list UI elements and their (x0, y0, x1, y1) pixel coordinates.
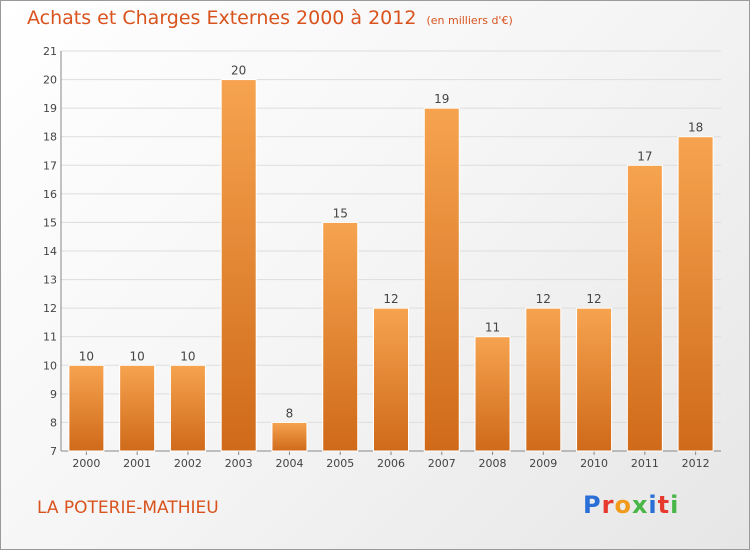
x-tick-label: 2010 (580, 457, 608, 470)
data-label: 10 (180, 349, 195, 363)
y-tick-label: 17 (43, 159, 57, 172)
data-label: 10 (79, 349, 94, 363)
data-label: 17 (637, 149, 652, 163)
chart-title-text: Achats et Charges Externes 2000 à 2012 (27, 7, 417, 29)
x-tick-label: 2007 (428, 457, 456, 470)
x-tick-label: 2009 (529, 457, 557, 470)
chart-title: Achats et Charges Externes 2000 à 2012 (e… (27, 7, 513, 29)
x-tick-label: 2001 (123, 457, 151, 470)
data-labels: 10 10 10 20 8 15 12 19 11 12 12 17 18 (79, 64, 704, 421)
bar-2007 (423, 107, 460, 452)
bar-2000 (68, 364, 105, 452)
x-tick-label: 2000 (72, 457, 100, 470)
bar-2009 (525, 307, 562, 452)
y-tick-label: 7 (50, 445, 57, 458)
x-tick-label: 2004 (275, 457, 303, 470)
bar-2010 (576, 307, 613, 452)
bar-2003 (220, 79, 257, 452)
y-tick-label: 21 (43, 45, 57, 58)
y-tick-label: 16 (43, 188, 57, 201)
y-tick-label: 8 (50, 416, 57, 429)
x-tick-label: 2008 (479, 457, 507, 470)
y-tick-label: 11 (43, 331, 57, 344)
data-label: 11 (485, 321, 500, 335)
data-label: 12 (383, 292, 398, 306)
bar-2012 (677, 136, 714, 452)
y-tick-label: 18 (43, 131, 57, 144)
proxiti-logo: Proxiti (583, 491, 680, 519)
data-label: 18 (688, 121, 703, 135)
bar-2008 (474, 336, 511, 452)
bar-2001 (119, 364, 156, 452)
y-tick-label: 14 (43, 245, 57, 258)
data-label: 19 (434, 92, 449, 106)
bar-2002 (169, 364, 206, 452)
data-label: 10 (130, 349, 145, 363)
y-tick-label: 20 (43, 74, 57, 87)
bar-2011 (626, 164, 663, 452)
y-tick-label: 19 (43, 102, 57, 115)
y-tick-label: 9 (50, 388, 57, 401)
x-tick-label: 2002 (174, 457, 202, 470)
data-label: 12 (586, 292, 601, 306)
x-tick-label: 2003 (225, 457, 253, 470)
y-tick-label: 15 (43, 216, 57, 229)
chart-subtitle: (en milliers d'€) (426, 14, 513, 27)
commune-name: LA POTERIE-MATHIEU (37, 498, 219, 518)
data-label: 8 (286, 406, 294, 420)
x-tick-label: 2005 (326, 457, 354, 470)
bar-2005 (322, 221, 359, 452)
data-label: 20 (231, 64, 246, 78)
data-label: 12 (536, 292, 551, 306)
y-tick-label: 13 (43, 274, 57, 287)
bars (68, 79, 714, 452)
data-label: 15 (333, 206, 348, 220)
bar-2004 (271, 421, 308, 452)
x-tick-labels: 2000 2001 2002 2003 2004 2005 2006 2007 2008 2009… (72, 457, 709, 470)
y-tick-label: 10 (43, 359, 57, 372)
bar-2006 (373, 307, 409, 452)
x-tick-label: 2006 (377, 457, 405, 470)
x-tick-label: 2011 (631, 457, 659, 470)
y-tick-labels: 7 8 9 10 11 12 13 14 15 16 17 18 19 20 21 (43, 45, 57, 458)
y-tick-label: 12 (43, 302, 57, 315)
x-tick-label: 2012 (682, 457, 710, 470)
